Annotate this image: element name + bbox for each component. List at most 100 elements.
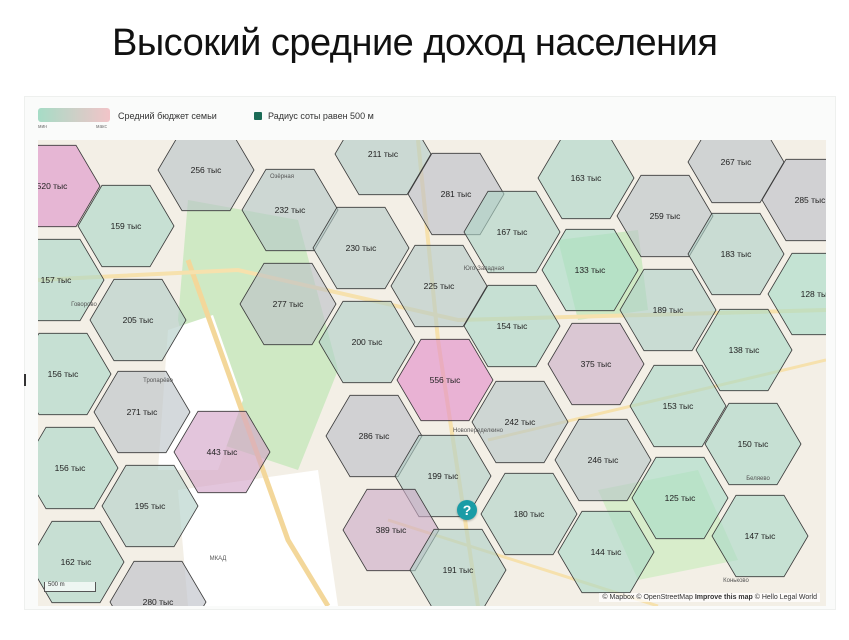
hex-value-label: 156 тыс xyxy=(48,369,80,379)
hex-value-label: 232 тыс xyxy=(275,205,307,215)
hex-value-label: 246 тыс xyxy=(588,455,620,465)
hex-cell[interactable] xyxy=(101,464,199,548)
hex-value-label: 225 тыс xyxy=(424,281,456,291)
gradient-max-label: макс xyxy=(96,124,107,130)
hex-value-label: 271 тыс xyxy=(127,407,159,417)
hex-cell[interactable] xyxy=(767,252,826,336)
hex-value-label: 144 тыс xyxy=(591,547,623,557)
hex-value-label: 167 тыс xyxy=(497,227,529,237)
hex-cell[interactable] xyxy=(109,560,207,606)
hex-value-label: 180 тыс xyxy=(514,509,546,519)
hex-cell[interactable] xyxy=(239,262,337,346)
hex-cell[interactable] xyxy=(38,426,119,510)
hex-value-label: 147 тыс xyxy=(745,531,777,541)
hex-value-label: 159 тыс xyxy=(111,221,143,231)
hex-value-label: 520 тыс xyxy=(38,181,68,191)
hex-value-label: 199 тыс xyxy=(428,471,460,481)
radius-legend-swatch xyxy=(254,112,262,120)
hex-cell[interactable] xyxy=(241,168,339,252)
hex-value-label: 195 тыс xyxy=(135,501,167,511)
slide-edge-marker xyxy=(24,374,26,386)
hex-cell[interactable] xyxy=(38,332,112,416)
hex-value-label: 125 тыс xyxy=(665,493,697,503)
place-label: Тропарёво xyxy=(143,378,173,384)
hex-value-label: 205 тыс xyxy=(123,315,155,325)
attribution-suffix[interactable]: © Hello Legal World xyxy=(754,594,817,601)
hex-value-label: 256 тыс xyxy=(191,165,223,175)
radius-legend-label: Радиус соты равен 500 м xyxy=(268,111,374,121)
hex-cell[interactable] xyxy=(93,370,191,454)
hex-cell[interactable] xyxy=(173,410,271,494)
help-icon[interactable]: ? xyxy=(457,500,477,520)
place-label: Коньково xyxy=(723,578,749,584)
hex-map-canvas[interactable]: 211 тыс 256 тыс 267 тыс 520 тыс 281 тыс 163 т… xyxy=(38,140,826,606)
hex-value-label: 154 тыс xyxy=(497,321,529,331)
hex-cell[interactable] xyxy=(463,284,561,368)
hex-cell[interactable] xyxy=(541,228,639,312)
hex-cell[interactable] xyxy=(554,418,652,502)
place-labels: Говорово Тропарёво Новопеределкино Коньково… xyxy=(71,174,770,584)
hex-value-label: 230 тыс xyxy=(346,243,378,253)
hex-value-label: 156 тыс xyxy=(55,463,87,473)
hex-cell[interactable] xyxy=(619,268,717,352)
hex-cell[interactable] xyxy=(711,494,809,578)
hex-cell[interactable] xyxy=(761,158,826,242)
hex-cell[interactable] xyxy=(77,184,175,268)
budget-legend-label: Средний бюджет семьи xyxy=(118,111,217,121)
place-label: Юго-Западная xyxy=(464,266,504,272)
hex-value-label: 162 тыс xyxy=(61,557,93,567)
hex-cell[interactable] xyxy=(396,338,494,422)
hex-map[interactable]: 211 тыс 256 тыс 267 тыс 520 тыс 281 тыс 163 т… xyxy=(38,140,826,606)
hex-cell[interactable] xyxy=(312,206,410,290)
hex-cell[interactable] xyxy=(687,140,785,204)
hex-cell[interactable] xyxy=(89,278,187,362)
hex-cell[interactable] xyxy=(704,402,802,486)
scale-bar: 500 m xyxy=(44,582,96,592)
hex-value-label: 163 тыс xyxy=(571,173,603,183)
hex-value-label: 150 тыс xyxy=(738,439,770,449)
map-attribution[interactable]: © Mapbox © OpenStreetMap Improve this ma… xyxy=(599,593,820,602)
hex-value-label: 389 тыс xyxy=(376,525,408,535)
slide-title: Высокий средние доход населения xyxy=(112,22,718,64)
map-legend: мин макс Средний бюджет семьи Радиус сот… xyxy=(36,106,456,136)
hex-cell[interactable] xyxy=(616,174,714,258)
hex-value-label: 242 тыс xyxy=(505,417,537,427)
hex-cell[interactable] xyxy=(695,308,793,392)
hex-cell[interactable] xyxy=(318,300,416,384)
hex-cell[interactable] xyxy=(471,380,569,464)
road-mkad xyxy=(185,259,331,606)
hex-cell[interactable] xyxy=(334,140,432,196)
gradient-min-label: мин xyxy=(38,124,47,130)
hex-cell[interactable] xyxy=(38,144,101,228)
hex-value-label: 191 тыс xyxy=(443,565,475,575)
place-label: Новопеределкино xyxy=(453,428,504,434)
hex-value-label: 200 тыс xyxy=(352,337,384,347)
hex-value-label: 133 тыс xyxy=(575,265,607,275)
hex-value-label: 443 тыс xyxy=(207,447,239,457)
hex-cell[interactable] xyxy=(631,456,729,540)
hex-value-label: 277 тыс xyxy=(273,299,305,309)
hex-value-label: 556 тыс xyxy=(430,375,462,385)
hex-cell[interactable] xyxy=(480,472,578,556)
hex-value-label: 157 тыс xyxy=(41,275,73,285)
attribution-prefix[interactable]: © Mapbox © OpenStreetMap xyxy=(602,594,693,601)
hex-value-label: 286 тыс xyxy=(359,431,391,441)
hex-cell[interactable] xyxy=(547,322,645,406)
hex-value-label: 189 тыс xyxy=(653,305,685,315)
scale-label: 500 m xyxy=(48,582,65,588)
open-area-south xyxy=(178,470,338,606)
hex-cell[interactable] xyxy=(409,528,507,606)
place-label: МКАД xyxy=(210,556,227,562)
hex-cell[interactable] xyxy=(557,510,655,594)
hex-value-label: 153 тыс xyxy=(663,401,695,411)
hex-value-label: 211 тыс xyxy=(368,149,399,159)
hex-cell[interactable] xyxy=(157,140,255,212)
improve-map-link[interactable]: Improve this map xyxy=(694,594,753,601)
hex-cell[interactable] xyxy=(537,140,635,220)
hex-value-label: 375 тыс xyxy=(581,359,613,369)
hex-cell[interactable] xyxy=(38,238,105,322)
hex-cell[interactable] xyxy=(463,190,561,274)
hex-cell[interactable] xyxy=(687,212,785,296)
hex-cell[interactable] xyxy=(390,244,488,328)
hex-cell[interactable] xyxy=(629,364,727,448)
